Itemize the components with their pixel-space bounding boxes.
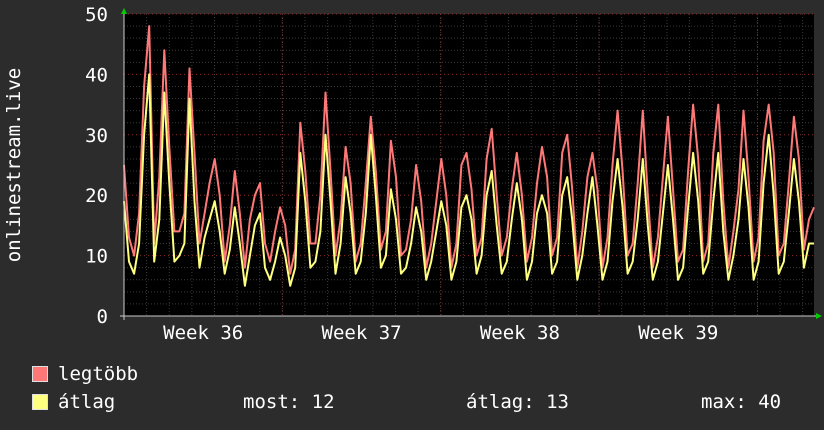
legend-swatch-avg [32, 394, 48, 410]
y-tick-labels: 0 10 20 30 40 50 [85, 4, 108, 328]
y-tick-label: 50 [85, 4, 108, 26]
legend-swatch-max [32, 366, 48, 382]
x-axis-arrow [816, 313, 822, 319]
legend-label-avg: átlag [58, 391, 116, 413]
x-tick-labels: Week 36 Week 37 Week 38 Week 39 [163, 322, 718, 344]
y-tick-label: 30 [85, 125, 108, 147]
series-line-max [123, 25, 815, 275]
y-tick-label: 40 [85, 64, 108, 86]
series-layer [123, 25, 815, 287]
axes [120, 8, 822, 320]
stat-average: átlag: 13 [466, 391, 569, 413]
stat-max: max: 40 [701, 391, 782, 413]
x-tick-label: Week 38 [480, 322, 560, 344]
x-tick-label: Week 36 [163, 322, 243, 344]
y-tick-label: 0 [97, 306, 108, 328]
line-chart: 0 10 20 30 40 50 Week 36 Week 37 Week 38 Week 39… [3, 4, 822, 344]
x-tick-label: Week 37 [322, 322, 402, 344]
y-axis-label: onlinestream.live [3, 68, 25, 262]
stat-now: most: 12 [243, 391, 335, 413]
grid [124, 13, 814, 316]
y-tick-label: 20 [85, 185, 108, 207]
y-axis-arrow [121, 8, 127, 14]
legend-label-max: legtöbb [58, 363, 139, 385]
x-tick-label: Week 39 [638, 322, 718, 344]
series-line-avg [123, 73, 814, 287]
y-tick-label: 10 [85, 246, 108, 268]
